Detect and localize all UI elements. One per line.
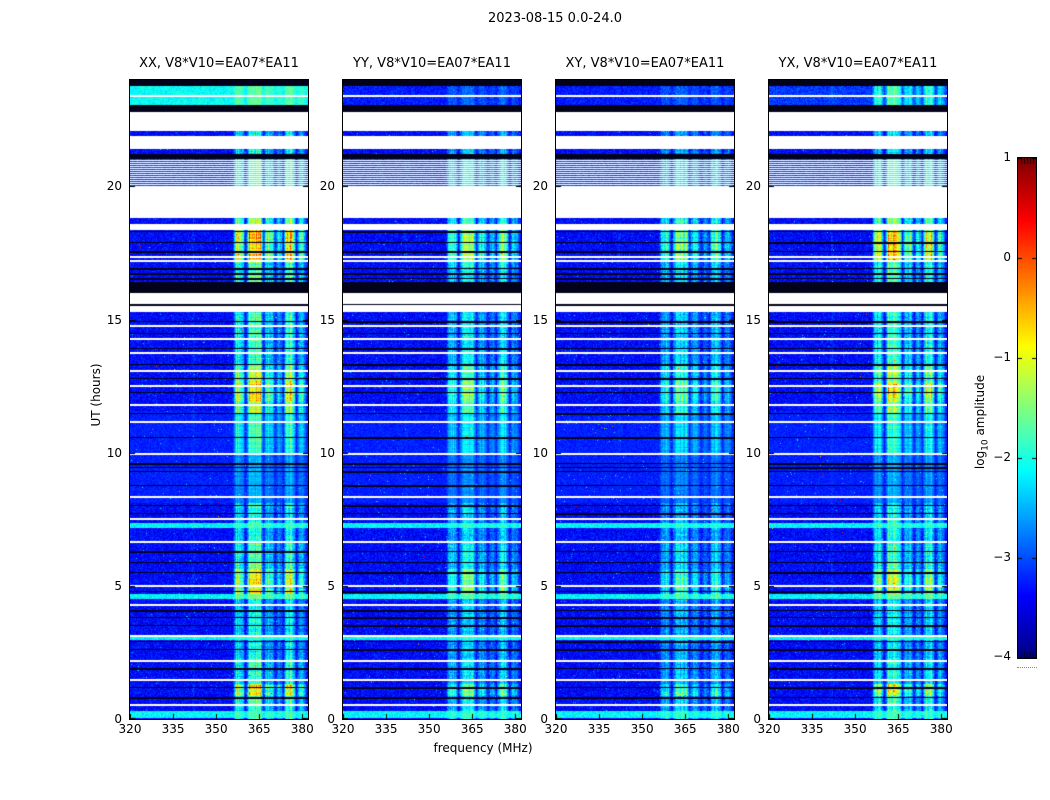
x-tick-label: 320 (118, 722, 142, 736)
figure-title: 2023-08-15 0.0-24.0 (488, 11, 622, 26)
y-tick-label: 10 (319, 446, 335, 460)
panel-title: XY, V8*V10=EA07*EA11 (565, 56, 725, 71)
x-tick-label: 365 (673, 722, 697, 736)
colorbar-tick-label: −3 (993, 550, 1011, 564)
x-tick-label: 380 (929, 722, 953, 736)
x-tick-label: 380 (503, 722, 527, 736)
colorbar-tick-label: 1 (1003, 150, 1011, 164)
spectrogram-panel (768, 79, 948, 720)
y-tick-label: 5 (114, 579, 122, 593)
y-tick-label: 20 (745, 179, 761, 193)
colorbar-tick-label: −1 (993, 350, 1011, 364)
y-tick-label: 5 (540, 579, 548, 593)
y-tick-label: 5 (327, 579, 335, 593)
colorbar-underline-dots (1017, 667, 1037, 668)
colorbar-tick-label: 0 (1003, 250, 1011, 264)
y-tick-label: 20 (532, 179, 548, 193)
colorbar-tick-label: −2 (993, 450, 1011, 464)
x-tick-label: 320 (757, 722, 781, 736)
x-tick-label: 365 (460, 722, 484, 736)
y-tick-label: 15 (532, 313, 548, 327)
y-tick-label: 15 (745, 313, 761, 327)
x-tick-label: 335 (587, 722, 611, 736)
panel-title: YX, V8*V10=EA07*EA11 (778, 56, 938, 71)
x-tick-label: 320 (544, 722, 568, 736)
x-tick-label: 380 (716, 722, 740, 736)
colorbar-label: log10 amplitude (973, 272, 990, 572)
x-tick-label: 350 (843, 722, 867, 736)
colorbar-label-suffix: amplitude (973, 374, 987, 440)
y-tick-label: 10 (106, 446, 122, 460)
y-tick-label: 20 (106, 179, 122, 193)
colorbar-tick-label: −4 (993, 649, 1011, 663)
colorbar (1017, 157, 1037, 659)
spectrogram-image-xy (556, 80, 734, 719)
y-tick-label: 15 (319, 313, 335, 327)
spectrogram-image-yx (769, 80, 947, 719)
x-tick-label: 350 (417, 722, 441, 736)
y-tick-label: 10 (745, 446, 761, 460)
y-tick-label: 0 (327, 712, 335, 726)
x-tick-label: 350 (630, 722, 654, 736)
y-tick-label: 0 (114, 712, 122, 726)
x-tick-label: 335 (800, 722, 824, 736)
x-tick-label: 335 (161, 722, 185, 736)
x-tick-label: 350 (204, 722, 228, 736)
panel-title: YY, V8*V10=EA07*EA11 (353, 56, 511, 71)
spectrogram-panel (555, 79, 735, 720)
y-tick-label: 10 (532, 446, 548, 460)
spectrogram-panel (342, 79, 522, 720)
x-tick-label: 365 (886, 722, 910, 736)
y-tick-label: 0 (540, 712, 548, 726)
x-axis-label: frequency (MHz) (433, 741, 533, 755)
y-axis-label: UT (hours) (89, 363, 103, 427)
spectrogram-panel (129, 79, 309, 720)
y-tick-label: 0 (753, 712, 761, 726)
y-tick-label: 20 (319, 179, 335, 193)
colorbar-gradient (1018, 158, 1036, 658)
x-tick-label: 365 (247, 722, 271, 736)
y-tick-label: 5 (753, 579, 761, 593)
spectrogram-image-xx (130, 80, 308, 719)
x-tick-label: 380 (290, 722, 314, 736)
panel-title: XX, V8*V10=EA07*EA11 (139, 56, 299, 71)
x-tick-label: 320 (331, 722, 355, 736)
spectrogram-image-yy (343, 80, 521, 719)
x-tick-label: 335 (374, 722, 398, 736)
y-tick-label: 15 (106, 313, 122, 327)
